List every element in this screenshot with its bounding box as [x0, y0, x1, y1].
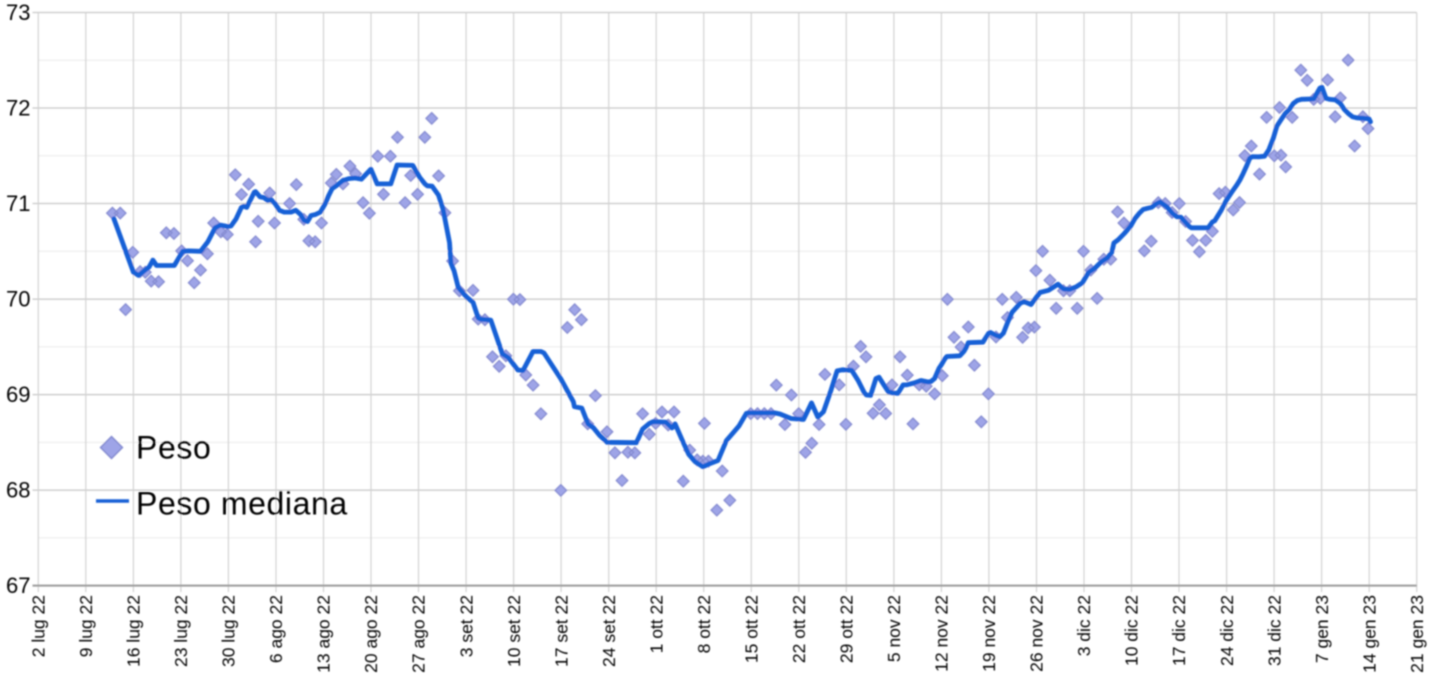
svg-text:68: 68 [6, 478, 30, 503]
svg-text:19 nov 22: 19 nov 22 [979, 595, 999, 672]
svg-text:8 ott 22: 8 ott 22 [694, 595, 714, 653]
svg-text:21 gen 23: 21 gen 23 [1407, 595, 1427, 673]
svg-text:31 dic 22: 31 dic 22 [1264, 595, 1284, 666]
svg-text:29 ott 22: 29 ott 22 [837, 595, 857, 663]
svg-text:2 lug 22: 2 lug 22 [29, 595, 49, 657]
svg-text:27 ago 22: 27 ago 22 [409, 595, 429, 673]
svg-text:7 gen 23: 7 gen 23 [1312, 595, 1332, 663]
svg-text:20 ago 22: 20 ago 22 [361, 595, 381, 673]
svg-text:69: 69 [6, 382, 30, 407]
svg-text:16 lug 22: 16 lug 22 [124, 595, 144, 667]
svg-text:72: 72 [6, 96, 30, 121]
svg-text:71: 71 [6, 191, 30, 216]
svg-text:12 nov 22: 12 nov 22 [932, 595, 952, 672]
svg-text:17 set 22: 17 set 22 [551, 595, 571, 667]
svg-text:1 ott 22: 1 ott 22 [646, 595, 666, 653]
svg-text:24 set 22: 24 set 22 [599, 595, 619, 667]
svg-text:3 set 22: 3 set 22 [456, 595, 476, 657]
svg-text:Peso: Peso [136, 430, 211, 466]
svg-text:14 gen 23: 14 gen 23 [1359, 595, 1379, 673]
svg-text:15 ott 22: 15 ott 22 [742, 595, 762, 663]
svg-text:6 ago 22: 6 ago 22 [266, 595, 286, 663]
svg-text:9 lug 22: 9 lug 22 [76, 595, 96, 657]
svg-text:Peso mediana: Peso mediana [136, 486, 348, 522]
svg-text:17 dic 22: 17 dic 22 [1169, 595, 1189, 666]
svg-text:3 dic 22: 3 dic 22 [1074, 595, 1094, 656]
svg-text:22 ott 22: 22 ott 22 [789, 595, 809, 663]
svg-text:23 lug 22: 23 lug 22 [171, 595, 191, 667]
svg-text:13 ago 22: 13 ago 22 [314, 595, 334, 673]
svg-text:70: 70 [6, 287, 30, 312]
svg-text:10 dic 22: 10 dic 22 [1122, 595, 1142, 666]
svg-text:26 nov 22: 26 nov 22 [1027, 595, 1047, 672]
svg-text:30 lug 22: 30 lug 22 [219, 595, 239, 667]
svg-text:10 set 22: 10 set 22 [504, 595, 524, 667]
svg-text:73: 73 [6, 0, 30, 25]
svg-text:24 dic 22: 24 dic 22 [1217, 595, 1237, 666]
svg-text:5 nov 22: 5 nov 22 [884, 595, 904, 662]
svg-text:67: 67 [6, 573, 30, 598]
